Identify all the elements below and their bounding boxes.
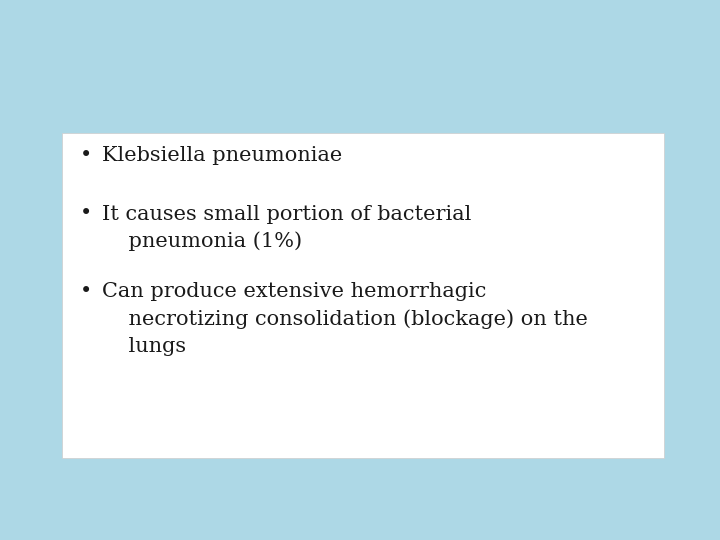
Text: Can produce extensive hemorrhagic
    necrotizing consolidation (blockage) on th: Can produce extensive hemorrhagic necrot… <box>102 282 588 355</box>
Text: •: • <box>80 282 92 301</box>
FancyBboxPatch shape <box>62 133 664 458</box>
Text: Klebsiella pneumoniae: Klebsiella pneumoniae <box>102 146 342 165</box>
Text: It causes small portion of bacterial
    pneumonia (1%): It causes small portion of bacterial pne… <box>102 205 471 251</box>
Text: •: • <box>80 146 92 165</box>
Text: •: • <box>80 205 92 224</box>
